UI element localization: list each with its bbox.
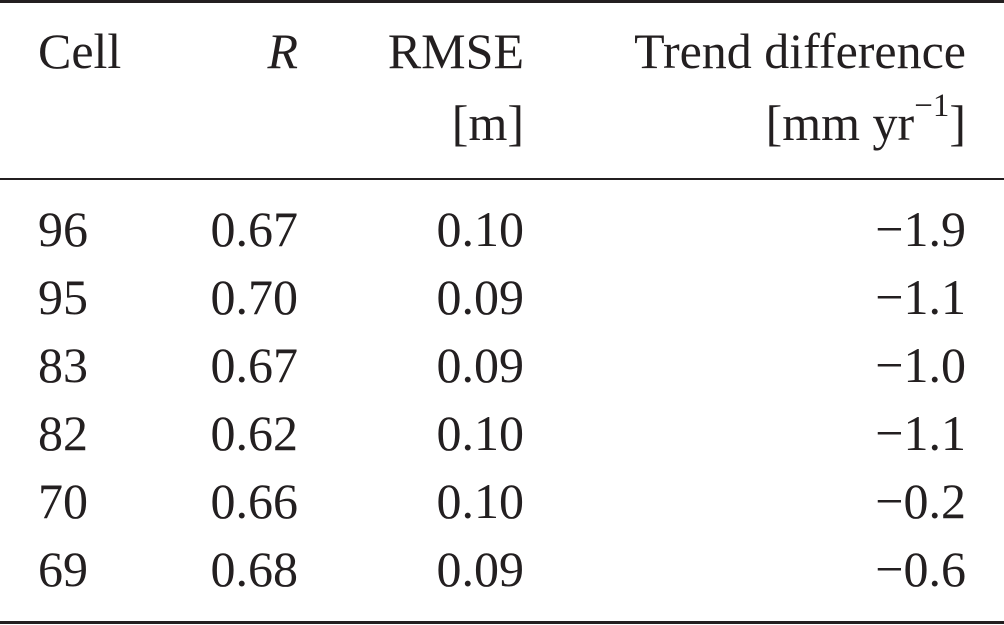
row-cell: 69 (38, 541, 88, 597)
row-rmse: 0.10 (436, 473, 525, 529)
trend-unit-exponent: −1 (914, 88, 950, 125)
row-trend: −1.1 (875, 269, 966, 325)
row-cell: 70 (38, 473, 88, 529)
trend-unit-suffix: ] (949, 95, 966, 151)
row-cell: 96 (38, 201, 88, 257)
table-header-rule (0, 178, 1004, 180)
header-rmse-unit: [m] (451, 95, 524, 151)
row-trend: −1.1 (875, 405, 966, 461)
row-rmse: 0.10 (436, 405, 525, 461)
table-top-rule (0, 0, 1004, 3)
header-rmse: RMSE (387, 23, 524, 79)
row-rmse: 0.09 (436, 337, 525, 393)
row-trend: −1.0 (875, 337, 966, 393)
row-rmse: 0.09 (436, 541, 525, 597)
header-cell: Cell (38, 23, 122, 79)
row-r: 0.62 (210, 405, 299, 461)
row-r: 0.70 (210, 269, 299, 325)
table-bottom-rule (0, 621, 1004, 624)
row-trend: −0.2 (875, 473, 966, 529)
row-cell: 83 (38, 337, 88, 393)
row-rmse: 0.09 (436, 269, 525, 325)
row-trend: −1.9 (875, 201, 966, 257)
row-rmse: 0.10 (436, 201, 525, 257)
header-trend: Trend difference (634, 23, 966, 79)
row-cell: 95 (38, 269, 88, 325)
row-r: 0.66 (210, 473, 299, 529)
header-trend-unit: [mm yr−1] (765, 90, 966, 152)
row-r: 0.67 (210, 337, 299, 393)
trend-unit-prefix: [mm yr (765, 95, 915, 151)
row-trend: −0.6 (875, 541, 966, 597)
row-r: 0.68 (210, 541, 299, 597)
row-r: 0.67 (210, 201, 299, 257)
header-r: R (267, 23, 298, 79)
row-cell: 82 (38, 405, 88, 461)
